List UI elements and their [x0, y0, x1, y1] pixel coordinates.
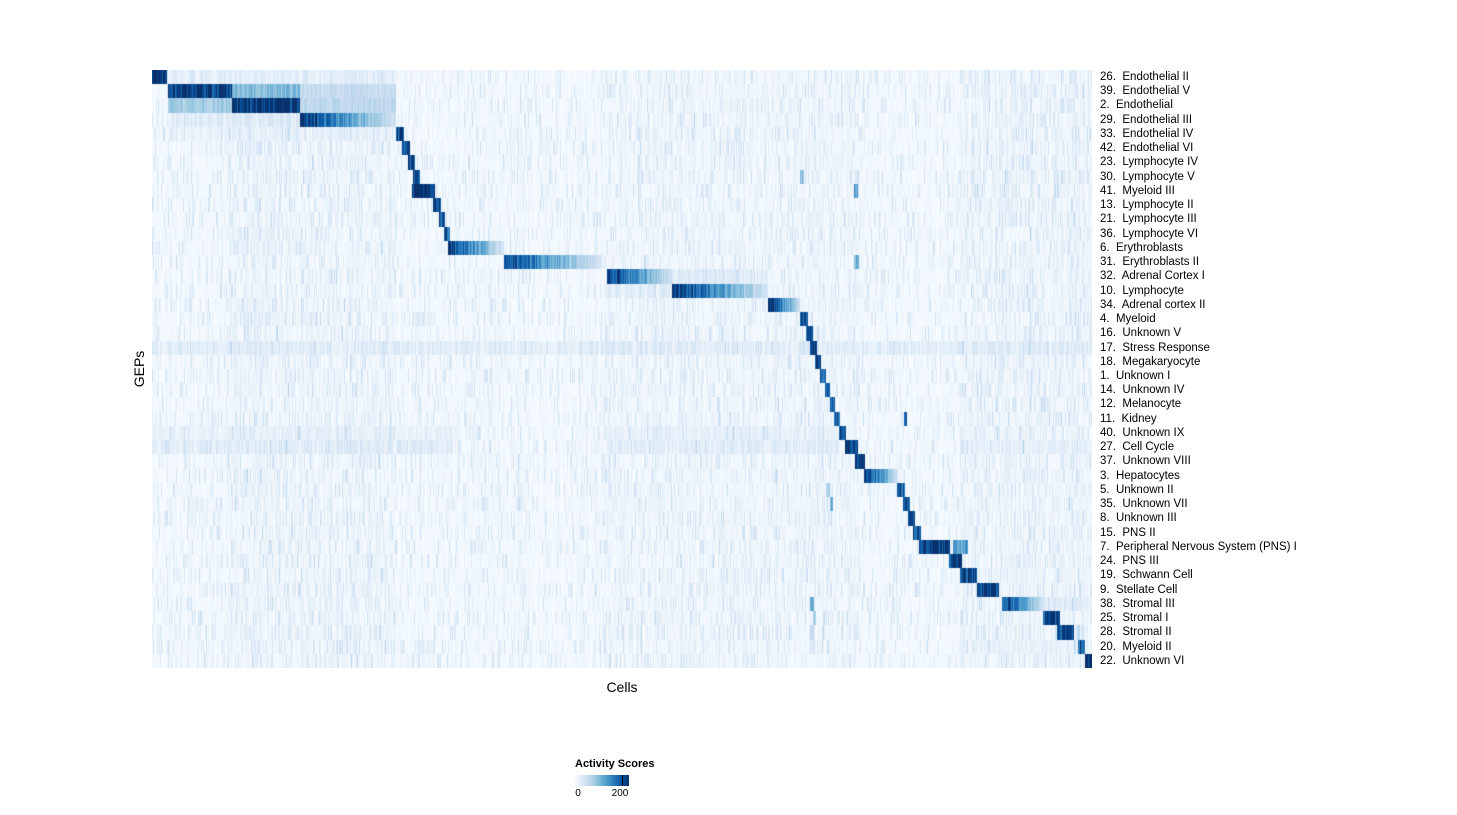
- y-axis-label: GEPs: [131, 350, 147, 388]
- row-label: 42. Endothelial VI: [1100, 142, 1194, 155]
- colorbar-tick-labels: 0 200: [575, 788, 629, 800]
- row-label: 23. Lymphocyte IV: [1100, 156, 1199, 169]
- row-label: 12. Melanocyte: [1100, 398, 1182, 411]
- row-label: 15. PNS II: [1100, 526, 1156, 539]
- row-label: 2. Endothelial: [1100, 99, 1173, 112]
- row-label: 16. Unknown V: [1100, 327, 1182, 340]
- row-label: 10. Lymphocyte: [1100, 284, 1184, 297]
- row-label: 33. Endothelial IV: [1100, 127, 1194, 140]
- row-label: 37. Unknown VIII: [1100, 455, 1191, 468]
- row-label: 5. Unknown II: [1100, 483, 1174, 496]
- row-label: 7. Peripheral Nervous System (PNS) I: [1100, 540, 1297, 553]
- row-label: 36. Lymphocyte VI: [1100, 227, 1199, 240]
- row-label: 19. Schwann Cell: [1100, 569, 1193, 582]
- gep-row-labels: 26. Endothelial II 39. Endothelial V 2. En…: [1100, 70, 1450, 668]
- row-label: 18. Megakaryocyte: [1100, 355, 1201, 368]
- row-label: 29. Endothelial III: [1100, 113, 1193, 126]
- row-label: 40. Unknown IX: [1100, 426, 1185, 439]
- row-label: 27. Cell Cycle: [1100, 441, 1175, 454]
- colorbar-tick-200: [621, 775, 624, 786]
- row-label: 34. Adrenal cortex II: [1100, 298, 1206, 311]
- heatmap-canvas: [152, 70, 1092, 668]
- row-label: 20. Myeloid II: [1100, 640, 1172, 653]
- row-label: 21. Lymphocyte III: [1100, 213, 1197, 226]
- row-label: 1. Unknown I: [1100, 370, 1171, 382]
- row-label: 14. Unknown IV: [1100, 384, 1185, 397]
- row-label: 41. Myeloid III: [1100, 184, 1175, 197]
- legend-max-label: 200: [611, 788, 629, 799]
- colorbar-gradient: [575, 775, 629, 786]
- row-label: 35. Unknown VII: [1100, 498, 1188, 511]
- legend-min-label: 0: [575, 788, 581, 799]
- row-label: 38. Stromal III: [1100, 597, 1175, 610]
- row-label: 9. Stellate Cell: [1100, 583, 1178, 596]
- row-label: 17. Stress Response: [1100, 341, 1210, 354]
- row-label: 28. Stromal II: [1100, 626, 1172, 639]
- row-label: 11. Kidney: [1100, 412, 1157, 425]
- colorbar-legend: Activity Scores 0 200: [575, 758, 695, 800]
- row-label: 6. Erythroblasts: [1100, 241, 1184, 254]
- row-label: 8. Unknown III: [1100, 512, 1177, 525]
- legend-title: Activity Scores: [575, 758, 655, 770]
- row-label: 25. Stromal I: [1100, 612, 1169, 625]
- row-label: 13. Lymphocyte II: [1100, 199, 1194, 212]
- row-label: 39. Endothelial V: [1100, 85, 1191, 98]
- row-label: 30. Lymphocyte V: [1100, 170, 1195, 183]
- row-label: 32. Adrenal Cortex I: [1100, 270, 1205, 283]
- row-label: 24. PNS III: [1100, 555, 1159, 568]
- x-axis-label: Cells: [606, 679, 638, 695]
- row-label: 4. Myeloid: [1100, 313, 1156, 326]
- row-label: 22. Unknown VI: [1100, 654, 1185, 667]
- row-label: 26. Endothelial II: [1100, 71, 1189, 83]
- row-label: 3. Hepatocytes: [1100, 469, 1180, 482]
- row-label: 31. Erythroblasts II: [1100, 256, 1200, 269]
